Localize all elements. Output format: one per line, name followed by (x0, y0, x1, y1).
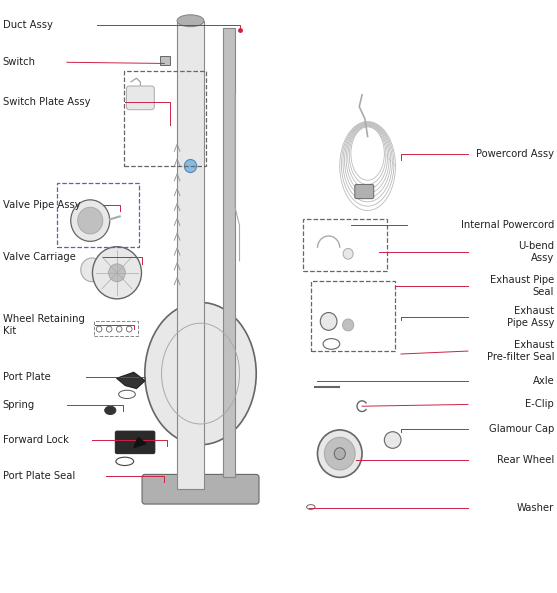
Text: Glamour Cap: Glamour Cap (489, 424, 554, 433)
FancyBboxPatch shape (142, 474, 259, 504)
Bar (311, 281, 395, 351)
Ellipse shape (145, 302, 256, 445)
Ellipse shape (334, 448, 345, 460)
Text: Exhaust
Pre-filter Seal: Exhaust Pre-filter Seal (487, 340, 554, 362)
Polygon shape (134, 438, 146, 448)
Bar (160, 56, 170, 65)
Text: Spring: Spring (3, 400, 35, 410)
Ellipse shape (317, 430, 362, 477)
Text: Valve Carriage: Valve Carriage (3, 252, 76, 262)
Text: Forward Lock: Forward Lock (3, 435, 69, 445)
Ellipse shape (78, 208, 103, 234)
Bar (57, 183, 139, 247)
FancyBboxPatch shape (126, 86, 154, 110)
Text: Duct Assy: Duct Assy (3, 21, 53, 30)
Polygon shape (117, 372, 145, 388)
Bar (177, 21, 204, 489)
Text: Switch: Switch (3, 58, 36, 67)
Text: E-Clip: E-Clip (525, 400, 554, 409)
Text: Exhaust
Pipe Assy: Exhaust Pipe Assy (507, 307, 554, 328)
Ellipse shape (109, 264, 125, 282)
Text: Washer: Washer (517, 503, 554, 513)
Text: Axle: Axle (532, 376, 554, 385)
Ellipse shape (343, 319, 354, 331)
FancyBboxPatch shape (355, 184, 374, 199)
Text: Valve Pipe Assy: Valve Pipe Assy (3, 200, 80, 209)
Bar (223, 28, 235, 477)
Bar (303, 219, 387, 271)
Text: Switch Plate Assy: Switch Plate Assy (3, 97, 90, 107)
Ellipse shape (92, 247, 141, 299)
Text: Rear Wheel: Rear Wheel (497, 455, 554, 464)
Text: Internal Powercord: Internal Powercord (461, 221, 554, 230)
Ellipse shape (384, 432, 401, 448)
Ellipse shape (320, 313, 337, 330)
Text: U-bend
Assy: U-bend Assy (518, 241, 554, 263)
Ellipse shape (343, 248, 353, 259)
Ellipse shape (81, 258, 103, 282)
Ellipse shape (184, 160, 197, 173)
Ellipse shape (71, 200, 110, 241)
Ellipse shape (105, 406, 116, 415)
Bar (124, 71, 206, 166)
Bar (94, 321, 138, 336)
Text: Exhaust Pipe
Seal: Exhaust Pipe Seal (490, 275, 554, 296)
Text: Port Plate: Port Plate (3, 372, 51, 381)
Ellipse shape (177, 15, 204, 27)
Text: Port Plate Seal: Port Plate Seal (3, 471, 75, 481)
FancyBboxPatch shape (115, 431, 155, 454)
Text: Powercord Assy: Powercord Assy (476, 149, 554, 159)
Ellipse shape (324, 438, 355, 470)
Text: Wheel Retaining
Kit: Wheel Retaining Kit (3, 314, 85, 336)
